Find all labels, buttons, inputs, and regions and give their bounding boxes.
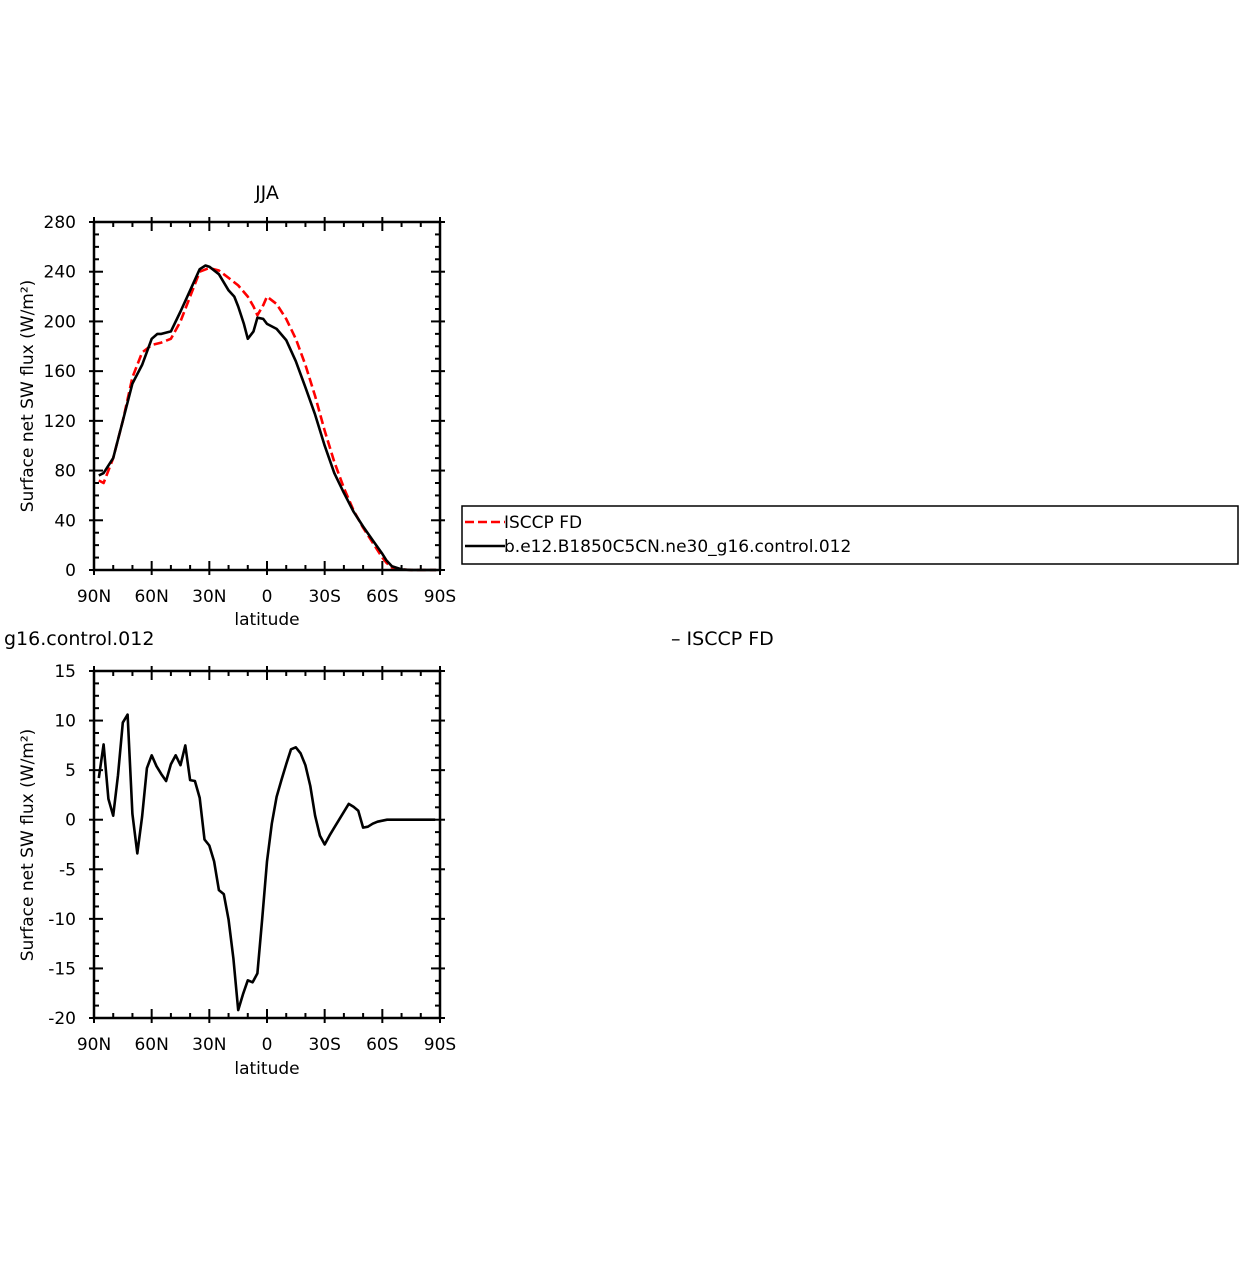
top-y-axis-label: Surface net SW flux (W/m²) [18,280,38,513]
top-x-tick-label: 30N [192,587,226,607]
top-x-tick-label: 30S [308,587,340,607]
bottom-y-tick-label: -10 [48,910,76,930]
top-y-tick-label: 40 [54,511,76,531]
top-panel: JJA 90N 60N 30N 0 30S 60S 90S 0 40 80 120 160 200 24… [18,182,456,630]
top-ytick-labels: 0 40 80 120 160 200 240 280 [44,213,76,581]
top-ticks [89,217,445,575]
top-x-tick-label: 0 [262,587,273,607]
bottom-y-tick-label: -20 [48,1009,76,1029]
bottom-ytick-labels: -20 -15 -10 -5 0 5 10 15 [48,662,76,1029]
bottom-y-tick-label: 10 [54,712,76,732]
bottom-plot-frame [92,669,442,1020]
bottom-xtick-labels: 90N 60N 30N 0 30S 60S 90S [77,1035,456,1055]
bottom-panel-title-right: – ISCCP FD [671,628,774,650]
legend: ISCCP FD b.e12.B1850C5CN.ne30_g16.contro… [461,505,1239,565]
bottom-x-axis-label: latitude [234,1059,299,1079]
top-y-tick-label: 80 [54,462,76,482]
top-x-tick-label: 60N [134,587,168,607]
top-panel-title: JJA [254,182,279,204]
bottom-y-tick-label: 0 [65,811,76,831]
bottom-x-tick-label: 90N [77,1035,111,1055]
bottom-y-tick-label: -5 [59,860,76,880]
bottom-series-line-0 [97,713,436,1012]
top-y-tick-label: 240 [44,263,76,283]
legend-label-isccp: ISCCP FD [504,513,582,533]
top-x-tick-label: 90N [77,587,111,607]
top-y-tick-label: 280 [44,213,76,233]
bottom-x-tick-label: 0 [262,1035,273,1055]
bottom-y-tick-label: 15 [54,662,76,682]
bottom-x-tick-label: 30S [308,1035,340,1055]
top-x-tick-label: 90S [424,587,456,607]
bottom-x-tick-label: 30N [192,1035,226,1055]
bottom-y-tick-label: 5 [65,761,76,781]
top-y-tick-label: 160 [44,362,76,382]
top-series-line-0 [98,266,437,572]
bottom-y-tick-label: -15 [48,959,76,979]
top-x-axis-label: latitude [234,610,299,630]
legend-box [461,505,1239,565]
top-panel-lines [98,264,437,572]
top-x-tick-label: 60S [366,587,398,607]
bottom-panel-lines [97,713,436,1012]
top-y-tick-label: 120 [44,412,76,432]
legend-label-model: b.e12.B1850C5CN.ne30_g16.control.012 [504,537,851,557]
bottom-x-tick-label: 60N [134,1035,168,1055]
bottom-panel-title-left: g16.control.012 [4,628,154,650]
top-y-tick-label: 200 [44,312,76,332]
bottom-x-tick-label: 60S [366,1035,398,1055]
bottom-panel: g16.control.012 – ISCCP FD 90N 60N 30N 0 30S… [4,628,774,1079]
top-xtick-labels: 90N 60N 30N 0 30S 60S 90S [77,587,456,607]
bottom-ticks [89,666,445,1023]
top-plot-frame [92,220,442,572]
bottom-y-axis-label: Surface net SW flux (W/m²) [18,729,38,962]
top-series-line-1 [98,264,437,572]
top-y-tick-label: 0 [65,561,76,581]
bottom-x-tick-label: 90S [424,1035,456,1055]
